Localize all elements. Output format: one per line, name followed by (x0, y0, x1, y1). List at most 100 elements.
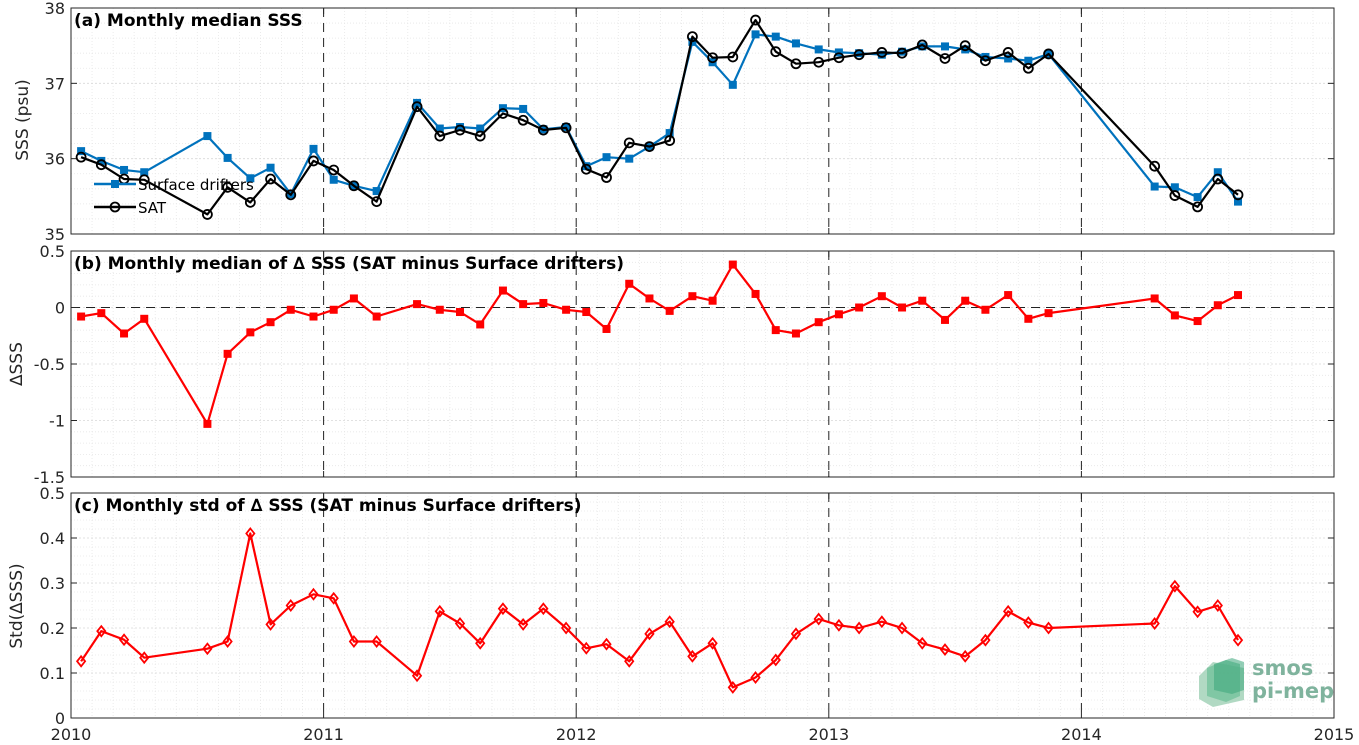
data-point (877, 292, 886, 301)
y-axis-label: ∆SSS (7, 342, 27, 387)
data-point (728, 260, 737, 269)
data-point (833, 618, 845, 632)
data-point (434, 130, 446, 142)
data-point (625, 154, 634, 163)
data-point (454, 124, 466, 136)
data-point (202, 209, 213, 220)
data-point (560, 122, 572, 134)
data-point (309, 144, 318, 153)
data-point (688, 292, 697, 301)
data-point (708, 296, 717, 305)
data-point (980, 633, 991, 647)
data-point (1043, 48, 1054, 60)
data-point (813, 612, 824, 626)
data-point (244, 196, 256, 208)
data-point (664, 615, 675, 629)
data-point (498, 286, 507, 295)
smos-pi-mep-logo: smos pi-mep (1199, 656, 1334, 707)
data-point (791, 39, 800, 48)
data-point (474, 130, 486, 142)
data-point (771, 32, 780, 41)
data-point (1024, 314, 1033, 323)
data-point (519, 104, 528, 113)
data-point (707, 52, 719, 64)
data-point (454, 617, 466, 630)
data-point (751, 289, 760, 298)
data-point (475, 636, 486, 650)
x-tick-label: 2014 (1061, 725, 1102, 744)
data-point (876, 47, 888, 58)
y-tick-label: 0 (55, 299, 65, 318)
y-tick-label: 0.5 (40, 484, 65, 503)
data-point (328, 164, 340, 176)
y-axis-label: SSS (psu) (13, 79, 33, 160)
data-point (1023, 616, 1034, 630)
data-point (940, 42, 949, 51)
series-delta-2 (75, 527, 1244, 694)
y-tick-label: -1 (49, 412, 65, 431)
data-point (435, 305, 444, 314)
data-point (246, 174, 255, 183)
data-point (916, 39, 928, 51)
x-tick-label: 2011 (303, 725, 344, 744)
data-point (917, 636, 928, 650)
x-tick-label: 2013 (808, 725, 849, 744)
data-point (960, 649, 971, 663)
data-point (120, 329, 129, 338)
data-point (624, 654, 635, 668)
data-point (285, 599, 296, 612)
data-point (138, 174, 150, 186)
data-point (413, 300, 422, 309)
data-point (898, 303, 907, 312)
data-point (286, 305, 295, 314)
panel-title: (c) Monthly std of ∆ SSS (SAT minus Surf… (74, 496, 581, 516)
data-point (411, 669, 423, 683)
data-point (687, 649, 698, 663)
data-point (770, 46, 782, 58)
data-point (876, 615, 887, 629)
data-point (562, 305, 571, 314)
data-point (644, 627, 655, 641)
data-point (1149, 160, 1161, 172)
data-point (266, 318, 275, 327)
x-tick-label: 2010 (51, 725, 92, 744)
data-point (790, 627, 802, 641)
y-tick-label: 0.3 (40, 574, 65, 593)
y-tick-label: 37 (45, 74, 65, 93)
data-point (602, 324, 611, 333)
data-point (896, 621, 908, 635)
data-point (456, 308, 465, 317)
data-point (246, 328, 255, 337)
data-point (1044, 309, 1053, 318)
data-point (686, 31, 698, 43)
data-point (245, 527, 256, 540)
y-tick-label: 0.1 (40, 664, 65, 683)
legend-label-sat: SAT (138, 199, 167, 217)
data-point (434, 604, 445, 618)
data-point (770, 653, 781, 667)
data-point (139, 651, 150, 665)
data-point (329, 305, 338, 314)
data-point (1002, 604, 1014, 618)
data-point (348, 180, 360, 192)
data-point (1004, 291, 1013, 300)
series-sat (75, 14, 1244, 220)
data-point (223, 153, 232, 162)
data-point (771, 326, 780, 335)
data-point (855, 303, 864, 312)
data-point (120, 165, 129, 174)
data-point (981, 305, 990, 314)
data-point (328, 591, 339, 605)
data-point (959, 40, 971, 52)
y-tick-label: 36 (45, 150, 65, 169)
data-point (202, 642, 213, 656)
y-tick-label: 0 (55, 709, 65, 728)
data-point (580, 163, 592, 175)
y-tick-label: 0.2 (40, 619, 65, 638)
panel-title: (b) Monthly median of ∆ SSS (SAT minus S… (74, 254, 624, 274)
data-point (223, 349, 232, 358)
data-point (77, 147, 86, 156)
data-point (372, 312, 381, 321)
data-point (537, 124, 549, 136)
data-point (371, 635, 382, 648)
